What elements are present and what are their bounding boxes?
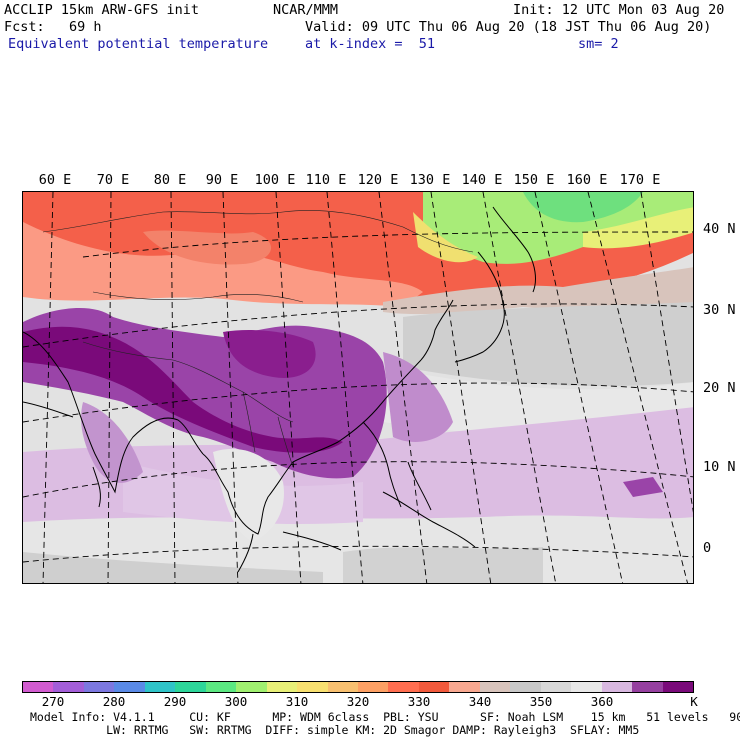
colorbar-swatch (175, 682, 206, 692)
model-title: ACCLIP 15km ARW-GFS init (4, 2, 200, 18)
colorbar-swatch (23, 682, 54, 692)
colorbar-swatch (571, 682, 602, 692)
colorbar-unit: K (690, 694, 698, 709)
field-name: Equivalent potential temperature (8, 36, 269, 52)
colorbar-swatch (632, 682, 663, 692)
lon-label-110e: 110 E (305, 172, 347, 188)
lat-label-10n: 10 N (703, 459, 736, 475)
model-info-line1: Model Info: V4.1.1 CU: KF MP: WDM 6class… (30, 710, 740, 724)
colorbar-label-340: 340 (468, 694, 492, 709)
lat-label-20n: 20 N (703, 380, 736, 396)
lon-label-160e: 160 E (566, 172, 608, 188)
colorbar-label-280: 280 (102, 694, 126, 709)
colorbar (22, 681, 694, 693)
lon-label-120e: 120 E (357, 172, 399, 188)
colorbar-label-310: 310 (285, 694, 309, 709)
theta-e-map (22, 191, 694, 584)
colorbar-swatch (297, 682, 328, 692)
colorbar-swatch (479, 682, 511, 692)
lon-label-170e: 170 E (619, 172, 661, 188)
colorbar-label-320: 320 (346, 694, 370, 709)
colorbar-swatch (388, 682, 419, 692)
lon-label-90e: 90 E (205, 172, 239, 188)
colorbar-swatch (205, 682, 237, 692)
colorbar-swatch (510, 682, 541, 692)
lon-label-150e: 150 E (513, 172, 555, 188)
colorbar-swatch (266, 682, 298, 692)
lat-label-equator: 0 (703, 540, 712, 556)
lon-label-60e: 60 E (38, 172, 72, 188)
colorbar-swatch (540, 682, 572, 692)
colorbar-label-360: 360 (590, 694, 614, 709)
country-borders (42, 210, 474, 468)
organization-label: NCAR/MMM (273, 2, 339, 18)
colorbar-swatch (418, 682, 450, 692)
colorbar-swatch (662, 682, 693, 692)
colorbar-label-350: 350 (529, 694, 553, 709)
forecast-hour: Fcst: 69 h (4, 19, 102, 35)
colorbar-swatch (449, 682, 480, 692)
colorbar-swatch (114, 682, 145, 692)
colorbar-swatch (601, 682, 633, 692)
colorbar-label-300: 300 (224, 694, 248, 709)
lat-label-30n: 30 N (703, 302, 736, 318)
lon-label-100e: 100 E (254, 172, 296, 188)
colorbar-swatch (236, 682, 267, 692)
init-time: Init: 12 UTC Mon 03 Aug 20 (513, 2, 725, 18)
lon-label-130e: 130 E (409, 172, 451, 188)
lat-label-40n: 40 N (703, 221, 736, 237)
colorbar-swatch (357, 682, 389, 692)
colorbar-swatch (53, 682, 84, 692)
coastlines (23, 206, 536, 573)
latlon-grid (23, 192, 693, 583)
colorbar-label-290: 290 (163, 694, 187, 709)
valid-time: Valid: 09 UTC Thu 06 Aug 20 (18 JST Thu … (305, 19, 712, 35)
lon-label-70e: 70 E (96, 172, 130, 188)
colorbar-swatch (144, 682, 176, 692)
colorbar-label-270: 270 (41, 694, 65, 709)
smoothing-label: sm= 2 (578, 36, 619, 52)
model-info-line2: LW: RRTMG SW: RRTMG DIFF: simple KM: 2D … (30, 723, 640, 737)
lon-label-140e: 140 E (461, 172, 503, 188)
lon-label-80e: 80 E (153, 172, 187, 188)
level-index: at k-index = 51 (305, 36, 436, 52)
map-field-shading (23, 192, 693, 583)
colorbar-swatch (83, 682, 115, 692)
colorbar-swatch (327, 682, 358, 692)
colorbar-label-330: 330 (407, 694, 431, 709)
